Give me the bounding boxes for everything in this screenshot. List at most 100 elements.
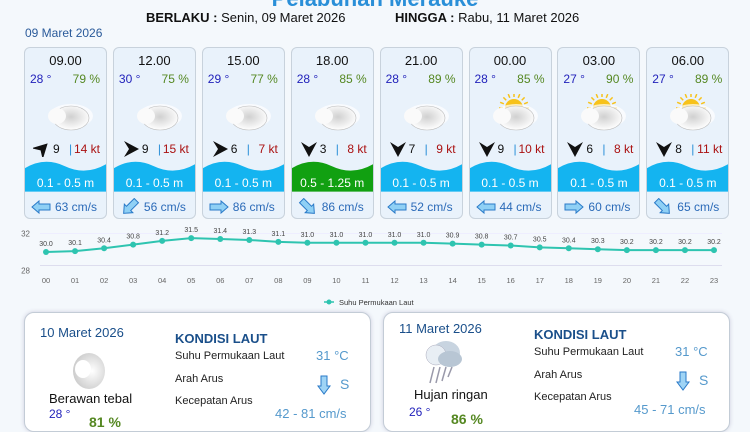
- forecast-humidity: 75 %: [161, 72, 189, 86]
- weather-description: Berawan tebal: [49, 391, 133, 406]
- data-point[interactable]: [652, 247, 659, 254]
- x-tick-label: 02: [100, 276, 108, 285]
- wave-height-bar: [380, 161, 462, 192]
- forecast-card[interactable]: 18.00 28 ° 85 % 3 | 8 kt 0.5 - 1.25 m 86…: [290, 47, 374, 219]
- forecast-temp: 30 °: [118, 72, 141, 86]
- data-point[interactable]: [507, 242, 514, 249]
- x-tick-label: 20: [623, 276, 631, 285]
- forecast-card[interactable]: 06.00 27 ° 89 % 8 | 11 kt 0.1 - 0.5 m 65…: [646, 47, 730, 219]
- forecast-humidity: 77 %: [250, 72, 278, 86]
- daily-panel: 11 Maret 2026 Hujan ringan 26 ° 86 % KON…: [383, 312, 730, 432]
- data-point[interactable]: [275, 238, 282, 245]
- x-tick-label: 09: [303, 276, 311, 285]
- data-point[interactable]: [43, 249, 49, 255]
- data-point[interactable]: [536, 244, 543, 251]
- current-info: 52 cm/s: [381, 196, 462, 218]
- forecast-card[interactable]: 03.00 27 ° 90 % 6 | 8 kt 0.1 - 0.5 m 60 …: [557, 47, 641, 219]
- cloudy-icon: [73, 353, 105, 389]
- data-point[interactable]: [420, 239, 427, 246]
- data-point[interactable]: [594, 246, 601, 253]
- panel-date: 11 Maret 2026: [399, 321, 482, 336]
- data-label: 30.2: [678, 239, 692, 246]
- data-point[interactable]: [449, 240, 456, 247]
- data-point[interactable]: [72, 248, 79, 255]
- data-point[interactable]: [391, 239, 398, 246]
- wind-info: 6 | 7 kt: [203, 141, 284, 157]
- current-info: 44 cm/s: [470, 196, 551, 218]
- x-tick-label: 00: [42, 276, 50, 285]
- wind-direction-icon: [212, 141, 228, 157]
- current-direction: S: [699, 372, 709, 388]
- data-label: 30.4: [97, 237, 111, 244]
- current-info: 63 cm/s: [25, 196, 106, 218]
- x-tick-label: 05: [187, 276, 195, 285]
- divider: |: [513, 142, 517, 156]
- panel-temp: 28 °: [49, 407, 71, 421]
- forecast-temp: 28 °: [474, 72, 496, 86]
- data-label: 30.1: [68, 240, 82, 247]
- sea-condition-title: KONDISI LAUT: [175, 331, 268, 346]
- wind-direction-icon: [123, 141, 139, 157]
- wind-info: 9 | 14 kt: [25, 141, 106, 157]
- data-label: 31.5: [184, 227, 198, 234]
- current-direction-icon: [209, 199, 229, 215]
- sst-value: 31 °C: [316, 348, 349, 363]
- current-direction-icon: [564, 199, 585, 215]
- legend-label[interactable]: Suhu Permukaan Laut: [339, 298, 415, 307]
- divider: |: [246, 142, 250, 156]
- data-point[interactable]: [101, 245, 108, 252]
- wind-direction-icon: [300, 142, 317, 157]
- data-point[interactable]: [478, 241, 485, 248]
- current-speed-label: Kecepatan Arus: [175, 395, 253, 407]
- forecast-card[interactable]: 00.00 28 ° 85 % 9 | 10 kt 0.1 - 0.5 m 44…: [468, 47, 552, 219]
- forecast-card[interactable]: 15.00 29 ° 77 % 6 | 7 kt 0.1 - 0.5 m 86 …: [201, 47, 285, 219]
- wind-speed: 7 kt: [258, 142, 278, 156]
- current-speed: 56 cm/s: [143, 200, 186, 214]
- data-point[interactable]: [681, 247, 688, 254]
- data-label: 31.0: [330, 232, 344, 239]
- current-direction-icon: [475, 199, 495, 215]
- data-point[interactable]: [711, 247, 717, 254]
- wind-direction-icon: [33, 143, 48, 157]
- wave-height: 0.1 - 0.5 m: [481, 176, 539, 190]
- partly-cloudy-icon: [581, 94, 627, 131]
- forecast-temp: 28 °: [30, 72, 52, 86]
- wind-info: 6 | 8 kt: [558, 141, 639, 157]
- current-direction: S: [340, 376, 350, 392]
- current-speed: 86 cm/s: [232, 200, 275, 214]
- data-point[interactable]: [130, 241, 137, 248]
- divider: |: [691, 142, 695, 156]
- sst-value: 31 °C: [675, 344, 708, 359]
- data-point[interactable]: [217, 236, 224, 243]
- data-point[interactable]: [362, 239, 369, 246]
- data-point[interactable]: [188, 235, 195, 242]
- data-point[interactable]: [333, 239, 340, 246]
- current-direction-label: Arah Arus: [534, 369, 583, 381]
- current-speed: 63 cm/s: [55, 200, 98, 214]
- current-info: 86 cm/s: [203, 196, 284, 218]
- current-direction-icon: [122, 198, 140, 214]
- data-label: 30.8: [126, 234, 140, 241]
- data-point[interactable]: [246, 236, 253, 243]
- forecast-card[interactable]: 21.00 28 ° 89 % 7 | 9 kt 0.1 - 0.5 m 52 …: [379, 47, 463, 219]
- data-point[interactable]: [159, 237, 166, 244]
- cloudy-icon: [314, 104, 360, 131]
- forecast-time: 03.00: [582, 53, 616, 68]
- data-label: 30.4: [562, 237, 576, 244]
- wave-height: 0.1 - 0.5 m: [392, 176, 450, 190]
- wind-speed: 10 kt: [518, 142, 545, 156]
- wave-height: 0.1 - 0.5 m: [659, 176, 717, 190]
- forecast-card[interactable]: 09.00 28 ° 79 % 9 | 14 kt 0.1 - 0.5 m 63…: [24, 47, 107, 219]
- data-point[interactable]: [304, 239, 311, 246]
- wind-speed: 15 kt: [162, 142, 189, 156]
- panel-date: 10 Maret 2026: [40, 325, 124, 340]
- data-label: 30.5: [533, 236, 547, 243]
- wave-height-bar: [647, 161, 729, 192]
- wave-height-bar: [558, 161, 640, 192]
- x-tick-label: 12: [390, 276, 398, 285]
- current-speed: 60 cm/s: [588, 200, 631, 214]
- data-point[interactable]: [623, 247, 630, 254]
- x-tick-label: 11: [362, 276, 370, 285]
- data-point[interactable]: [565, 245, 572, 252]
- forecast-card[interactable]: 12.00 30 ° 75 % 9 | 15 kt 0.1 - 0.5 m 56…: [112, 47, 196, 219]
